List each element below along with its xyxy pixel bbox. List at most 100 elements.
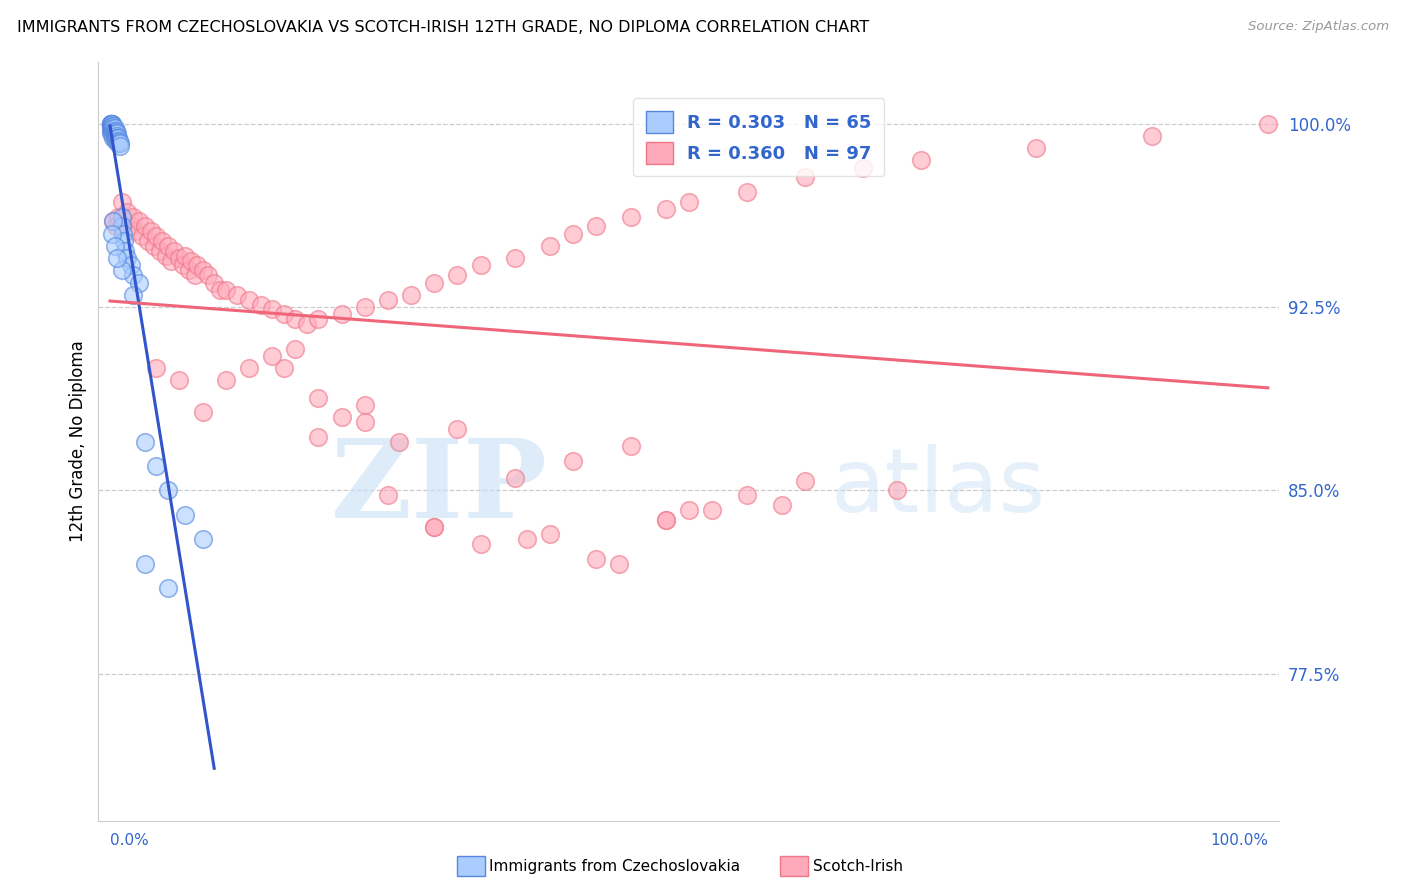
Point [377,293,399,307]
Point [770,498,793,512]
Point [160,253,183,268]
Point [423,520,446,534]
Point [172,259,194,273]
Point [134,219,156,234]
Point [174,508,197,522]
Point [183,268,205,283]
Point [238,293,260,307]
Point [284,312,307,326]
Point [620,439,643,453]
Point [110,219,132,234]
Point [104,127,127,141]
Point [103,214,125,228]
Point [101,119,124,133]
Point [307,430,329,444]
Text: 0.0%: 0.0% [110,833,149,848]
Point [128,276,150,290]
Point [284,342,307,356]
Point [609,557,631,571]
Point [100,117,122,131]
Point [104,127,127,141]
Point [156,239,179,253]
Point [101,227,124,241]
Point [101,127,124,141]
Point [104,128,127,143]
Point [101,124,124,138]
Point [678,503,700,517]
Point [516,533,538,547]
Point [139,224,162,238]
Point [107,136,129,150]
Point [330,307,353,321]
Point [103,131,125,145]
Point [186,259,208,273]
Point [388,434,411,449]
Point [150,234,173,248]
Point [100,127,122,141]
Point [104,219,127,234]
Point [910,153,932,168]
Point [149,244,172,258]
Point [104,134,127,148]
Point [101,121,124,136]
Point [470,259,492,273]
Point [191,533,214,547]
Legend: R = 0.303   N = 65, R = 0.360   N = 97: R = 0.303 N = 65, R = 0.360 N = 97 [633,98,884,177]
Point [1025,141,1047,155]
Point [108,136,131,150]
Point [103,119,125,133]
Point [131,229,153,244]
Point [538,527,561,541]
Point [353,415,375,429]
Point [399,287,422,301]
Point [446,268,468,283]
Point [100,124,122,138]
Point [262,302,284,317]
Point [101,117,124,131]
Point [238,361,260,376]
Point [226,287,249,301]
Point [100,117,122,131]
Point [307,391,329,405]
Text: Scotch-Irish: Scotch-Irish [813,859,903,873]
Point [145,458,167,473]
Point [134,434,156,449]
Point [100,119,122,133]
Point [145,361,167,376]
Point [122,287,145,301]
Point [307,312,329,326]
Point [112,234,135,248]
Point [107,134,129,148]
Point [620,210,643,224]
Point [100,117,122,131]
Point [446,422,468,436]
Point [174,249,197,263]
Point [100,117,122,131]
Point [163,244,186,258]
Point [124,224,146,238]
Point [156,483,179,498]
Point [377,488,399,502]
Point [143,239,166,253]
Point [562,227,585,241]
Point [104,239,127,253]
Point [120,259,142,273]
Point [136,234,159,248]
Point [215,373,238,387]
Point [273,361,295,376]
Point [103,127,125,141]
Point [156,582,179,596]
Point [655,202,678,217]
Text: atlas: atlas [831,443,1046,531]
Point [111,227,134,241]
Point [503,251,526,265]
Point [110,138,132,153]
Point [134,557,156,571]
Point [104,131,127,145]
Point [423,520,446,534]
Point [104,131,127,145]
Point [104,124,127,138]
Point [114,244,136,258]
Point [191,405,214,419]
Point [273,307,295,321]
